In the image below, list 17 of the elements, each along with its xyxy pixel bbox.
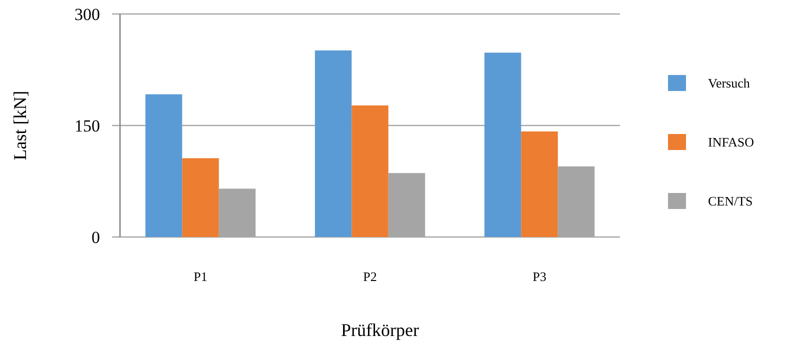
- legend-label: Versuch: [708, 76, 750, 91]
- bar: [352, 105, 388, 237]
- y-tick-label: 150: [74, 116, 100, 136]
- x-tick-label: P3: [532, 269, 546, 284]
- bar: [182, 158, 219, 237]
- bar: [314, 50, 352, 237]
- bar: [484, 52, 522, 237]
- y-axis-title: Last [kN]: [10, 90, 30, 160]
- x-tick-label: P2: [363, 269, 377, 284]
- y-tick-label: 0: [92, 228, 100, 247]
- x-tick-label: P1: [194, 269, 208, 284]
- x-axis-title: Prüfkörper: [341, 320, 419, 340]
- legend-label: INFASO: [708, 134, 754, 150]
- y-tick-label: 300: [74, 4, 100, 24]
- bar: [145, 94, 182, 237]
- legend-label: CEN/TS: [708, 194, 753, 209]
- bar: [521, 131, 558, 237]
